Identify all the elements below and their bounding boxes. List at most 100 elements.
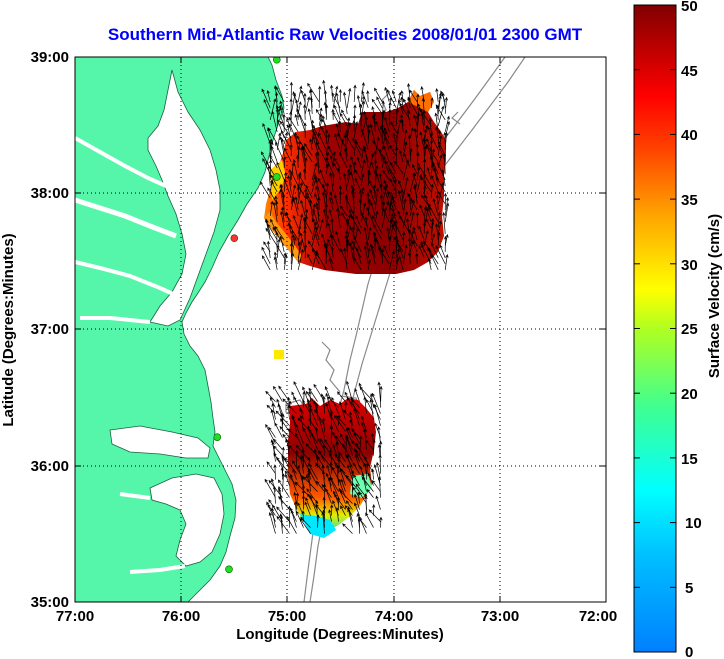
velocity-vector — [419, 108, 432, 127]
velocity-vector — [319, 169, 327, 187]
velocity-vector — [328, 196, 334, 210]
tidal-river — [75, 136, 167, 188]
velocity-vector — [359, 465, 367, 486]
velocity-vector — [328, 257, 334, 271]
velocity-vector — [443, 235, 448, 252]
velocity-vector — [359, 435, 363, 456]
velocity-vector — [375, 495, 381, 510]
velocity-vector — [415, 211, 420, 228]
velocity-vector — [371, 98, 383, 115]
velocity-vector — [342, 443, 353, 462]
velocity-vector — [354, 493, 360, 510]
velocity-vector — [346, 171, 352, 186]
velocity-vector — [378, 454, 382, 474]
velocity-vector — [276, 104, 285, 127]
velocity-vector — [388, 168, 397, 187]
velocity-vector — [299, 518, 311, 534]
velocity-vector — [378, 172, 383, 186]
velocity-vector — [283, 155, 287, 168]
velocity-vector — [376, 96, 383, 109]
velocity-vector — [355, 247, 362, 264]
velocity-vector — [389, 144, 397, 157]
colorbar-tick-label: 50 — [681, 0, 698, 15]
velocity-vector — [328, 509, 332, 522]
velocity-vector — [279, 100, 285, 115]
velocity-vector — [366, 90, 370, 102]
velocity-vector — [303, 168, 307, 180]
velocity-vector — [273, 452, 283, 468]
velocity-vector — [409, 127, 414, 138]
colorbar-tick-label: 40 — [681, 127, 698, 144]
velocity-vector — [304, 156, 308, 174]
velocity-vector — [391, 90, 397, 103]
velocity-vector — [370, 432, 375, 444]
velocity-vector — [314, 152, 320, 174]
chart-title: Southern Mid-Atlantic Raw Velocities 200… — [108, 25, 583, 44]
velocity-vector — [350, 155, 355, 168]
velocity-vector — [282, 113, 286, 132]
velocity-vector — [311, 250, 318, 270]
velocity-vector — [288, 116, 299, 133]
velocity-vector — [409, 211, 415, 228]
x-tick-label: 74:00 — [375, 608, 413, 625]
velocity-vector — [271, 441, 276, 462]
velocity-vector — [408, 228, 418, 247]
velocity-vector — [325, 215, 330, 228]
velocity-vector — [329, 171, 334, 192]
velocity-vector — [279, 106, 285, 121]
velocity-vector — [292, 158, 299, 180]
velocity-vector — [283, 178, 292, 199]
velocity-vector — [437, 190, 446, 205]
velocity-vector — [359, 111, 363, 132]
velocity-vector — [418, 225, 425, 241]
radar-stations — [213, 57, 281, 574]
velocity-vector — [282, 433, 290, 444]
velocity-vector — [311, 125, 316, 144]
velocity-vector — [444, 196, 450, 216]
velocity-vector — [390, 200, 397, 222]
velocity-vector — [335, 92, 341, 114]
velocity-vector — [335, 230, 341, 246]
velocity-vector — [319, 438, 332, 456]
velocity-vector — [345, 229, 349, 246]
velocity-vector — [296, 108, 306, 127]
velocity-vector — [355, 215, 362, 229]
velocity-vector — [417, 103, 425, 121]
velocity-vector — [373, 150, 377, 162]
pamlico-sound — [149, 473, 225, 567]
velocity-vector — [304, 188, 308, 210]
velocity-vector — [301, 145, 313, 163]
velocity-vector — [427, 126, 432, 138]
velocity-vector — [293, 131, 299, 150]
velocity-vector — [383, 179, 390, 198]
velocity-vector — [274, 225, 285, 241]
y-tick-label: 39:00 — [31, 49, 69, 66]
velocity-vector — [275, 141, 285, 163]
velocity-vector — [315, 499, 319, 522]
velocity-vector — [388, 235, 392, 252]
velocity-vector — [292, 196, 299, 216]
x-tick-label: 77:00 — [56, 608, 94, 625]
velocity-vector — [281, 473, 286, 492]
velocity-vector — [325, 402, 332, 420]
velocity-vector — [328, 145, 334, 157]
velocity-vector — [305, 390, 318, 408]
velocity-vector — [265, 227, 278, 247]
velocity-vector — [283, 254, 288, 270]
velocity-vector — [308, 199, 313, 216]
velocity-vector — [437, 181, 445, 204]
velocity-vector — [370, 161, 376, 175]
velocity-vector — [303, 218, 313, 235]
velocity-vector — [280, 466, 284, 480]
velocity-vector — [435, 104, 446, 121]
sound-inlet — [119, 492, 151, 500]
velocity-vector — [270, 478, 276, 492]
velocity-vector — [372, 223, 383, 241]
velocity-vector — [430, 218, 435, 234]
velocity-vector — [261, 255, 271, 271]
velocity-vector — [322, 417, 326, 432]
velocity-vector — [297, 213, 304, 234]
velocity-vector — [303, 104, 307, 120]
velocity-vector — [325, 487, 332, 504]
